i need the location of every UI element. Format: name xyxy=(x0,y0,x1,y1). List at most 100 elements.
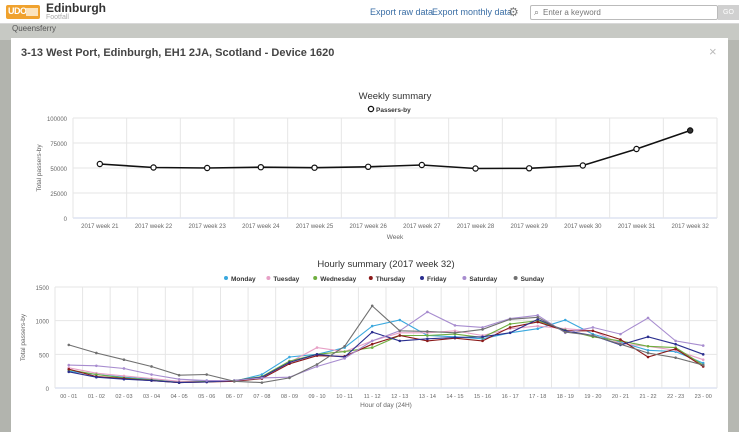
data-point xyxy=(95,373,98,376)
x-tick-label: 2017 week 24 xyxy=(242,224,280,230)
data-point xyxy=(646,351,650,355)
x-tick-label: 10 - 11 xyxy=(336,394,353,400)
data-point xyxy=(563,330,567,334)
data-point xyxy=(150,365,153,368)
data-point xyxy=(95,364,98,368)
data-point xyxy=(426,334,429,337)
data-point xyxy=(311,164,318,171)
data-point xyxy=(67,367,71,371)
chart-title: Weekly summary xyxy=(359,91,432,102)
y-tick-label: 50000 xyxy=(50,167,67,173)
data-point xyxy=(203,164,211,172)
data-point xyxy=(177,377,181,381)
x-tick-label: 19 - 20 xyxy=(584,394,601,400)
data-point xyxy=(260,373,264,376)
data-point xyxy=(674,347,677,351)
close-icon[interactable]: × xyxy=(709,44,717,59)
data-point xyxy=(701,353,705,356)
x-tick-label: 17 - 18 xyxy=(529,394,546,400)
data-point xyxy=(370,304,374,308)
data-point xyxy=(453,331,457,335)
data-point xyxy=(701,361,705,365)
chart-title: Hourly summary (2017 week 32) xyxy=(317,259,454,270)
legend-item: Sunday xyxy=(521,276,545,283)
x-tick-label: 11 - 12 xyxy=(364,394,381,400)
legend-item: Wednesday xyxy=(320,276,356,283)
data-point xyxy=(95,351,98,355)
device-modal: 3-13 West Port, Edinburgh, EH1 2JA, Scot… xyxy=(11,38,728,432)
gear-icon[interactable]: ⚙ xyxy=(508,5,519,19)
legend-marker xyxy=(420,276,424,280)
data-point xyxy=(398,331,402,335)
legend-marker xyxy=(224,276,228,280)
data-point xyxy=(591,329,595,333)
data-point xyxy=(536,313,540,317)
y-tick-label: 0 xyxy=(46,387,50,393)
x-tick-label: 2017 week 29 xyxy=(510,224,548,230)
data-point xyxy=(288,355,291,359)
x-tick-label: 16 - 17 xyxy=(502,394,519,400)
data-point xyxy=(364,163,372,171)
data-point xyxy=(686,127,694,134)
legend-item: Monday xyxy=(231,276,256,283)
legend-marker xyxy=(313,276,318,280)
data-point xyxy=(619,342,622,346)
legend-marker xyxy=(462,276,467,280)
data-point xyxy=(205,373,209,376)
x-tick-label: 2017 week 26 xyxy=(349,224,387,230)
data-point xyxy=(370,339,374,343)
legend-item: Thursday xyxy=(376,276,406,283)
data-point xyxy=(370,330,374,334)
series-line xyxy=(99,129,691,170)
x-tick-label: 12 - 13 xyxy=(391,394,408,400)
data-point xyxy=(426,310,429,314)
export-monthly-data-link[interactable]: Export monthly data xyxy=(432,7,513,17)
data-point xyxy=(633,145,640,153)
data-point xyxy=(150,379,153,382)
top-bar: UDO Edinburgh Footfall Export raw data E… xyxy=(0,0,739,24)
data-point xyxy=(315,363,319,366)
x-tick-label: 2017 week 23 xyxy=(188,224,226,230)
y-tick-label: 100000 xyxy=(47,117,68,123)
data-point xyxy=(315,346,319,349)
data-point xyxy=(96,160,104,168)
data-point xyxy=(646,344,650,348)
data-point xyxy=(260,381,264,384)
data-point xyxy=(563,318,567,322)
data-point xyxy=(674,339,677,343)
export-raw-data-link[interactable]: Export raw data xyxy=(370,7,434,17)
data-point xyxy=(398,334,402,337)
data-point xyxy=(370,324,374,328)
data-point xyxy=(205,379,209,382)
x-tick-label: 06 - 07 xyxy=(226,394,243,400)
data-point xyxy=(701,344,705,347)
data-point xyxy=(343,357,346,360)
app-title: Edinburgh xyxy=(46,1,106,15)
x-tick-label: 2017 week 31 xyxy=(618,224,656,230)
map-background-left[interactable] xyxy=(0,40,11,432)
x-tick-label: 05 - 06 xyxy=(198,394,215,400)
map-background[interactable] xyxy=(0,24,739,40)
data-point xyxy=(472,165,479,172)
data-point xyxy=(525,165,533,172)
data-point xyxy=(232,379,236,383)
go-button[interactable]: GO xyxy=(718,5,739,20)
data-point xyxy=(260,376,264,380)
x-tick-label: 2017 week 22 xyxy=(135,224,173,230)
y-tick-label: 1000 xyxy=(36,320,50,326)
data-point xyxy=(619,332,622,336)
data-point xyxy=(67,370,71,374)
data-point xyxy=(646,316,650,320)
search-input[interactable] xyxy=(543,6,713,19)
data-point xyxy=(481,339,484,343)
map-background-right[interactable] xyxy=(728,40,739,432)
data-point xyxy=(508,318,512,321)
legend-item: Friday xyxy=(427,276,447,283)
udo-logo[interactable]: UDO xyxy=(6,5,40,19)
data-point xyxy=(288,361,291,364)
data-point xyxy=(67,343,71,347)
search-box[interactable]: ⌕ xyxy=(530,5,718,20)
x-tick-label: 2017 week 21 xyxy=(81,224,119,230)
data-point xyxy=(481,328,484,331)
data-point xyxy=(701,363,705,367)
